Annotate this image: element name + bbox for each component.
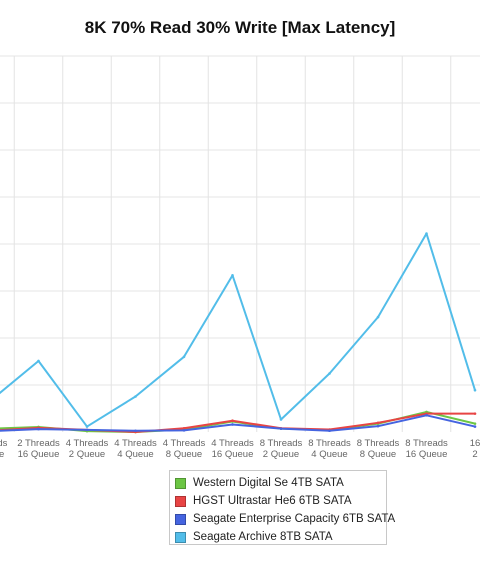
data-point[interactable] (85, 428, 89, 432)
chart-title: 8K 70% Read 30% Write [Max Latency] (84, 18, 396, 37)
legend-swatch-hgst (175, 495, 186, 507)
data-point[interactable] (182, 355, 186, 359)
x-tick-label: 8 Threads 8 Queue (357, 438, 400, 460)
legend-label: Seagate Enterprise Capacity 6TB SATA (193, 513, 396, 525)
data-point[interactable] (279, 418, 283, 421)
data-point[interactable] (231, 274, 234, 277)
legend: Western Digital Se 4TB SATA HGST Ultrast… (169, 470, 395, 546)
x-tick-label: ThreadsQueue (0, 438, 8, 460)
x-tick-label: 16 2 (470, 438, 480, 460)
data-point[interactable] (376, 315, 380, 319)
data-point[interactable] (473, 422, 477, 425)
data-point[interactable] (37, 359, 40, 363)
x-tick-label: 4 Threads 16 Queue (211, 438, 254, 460)
data-point[interactable] (425, 232, 428, 235)
data-point[interactable] (376, 421, 380, 425)
data-point[interactable] (473, 412, 477, 415)
x-tick-label: 2 Threads 16 Queue (17, 438, 60, 460)
legend-label: Western Digital Se 4TB SATA (193, 477, 344, 489)
x-tick-label: 8 Threads 16 Queue (405, 438, 448, 460)
x-tick-label: 4 Threads 2 Queue (66, 438, 109, 460)
legend-label: HGST Ultrastar He6 6TB SATA (193, 495, 352, 507)
data-point[interactable] (182, 429, 186, 432)
data-point[interactable] (473, 425, 477, 428)
legend-swatch-seagate-enterprise (175, 513, 186, 525)
data-point[interactable] (231, 423, 234, 426)
legend-item[interactable]: Western Digital Se 4TB SATA (175, 474, 386, 492)
series-lines (0, 232, 477, 434)
legend-label: Seagate Archive 8TB SATA (193, 531, 333, 543)
x-tick-label: 4 Threads 4 Queue (114, 438, 157, 460)
data-point[interactable] (376, 424, 380, 428)
legend-item[interactable]: Seagate Archive 8TB SATA (175, 528, 386, 546)
legend-swatch-wd-se (175, 477, 186, 489)
legend-item[interactable]: HGST Ultrastar He6 6TB SATA (175, 492, 386, 510)
legend-item[interactable]: Seagate Enterprise Capacity 6TB SATA (175, 510, 395, 528)
data-point[interactable] (182, 426, 186, 430)
data-point[interactable] (85, 425, 89, 428)
data-point[interactable] (134, 429, 137, 433)
data-point[interactable] (37, 427, 40, 431)
data-point[interactable] (473, 388, 477, 392)
data-point[interactable] (134, 395, 137, 398)
series-line-3[interactable] (0, 232, 476, 428)
data-point[interactable] (279, 427, 283, 430)
data-point[interactable] (425, 413, 428, 417)
data-point[interactable] (231, 419, 234, 423)
grid-lines (0, 55, 480, 432)
legend-swatch-seagate-archive (175, 531, 186, 543)
x-tick-label: 4 Threads 8 Queue (163, 438, 206, 460)
x-tick-label: 8 Threads 2 Queue (260, 438, 303, 460)
data-point[interactable] (328, 429, 331, 433)
x-tick-label: 8 Threads 4 Queue (308, 438, 351, 460)
data-point[interactable] (328, 372, 331, 375)
